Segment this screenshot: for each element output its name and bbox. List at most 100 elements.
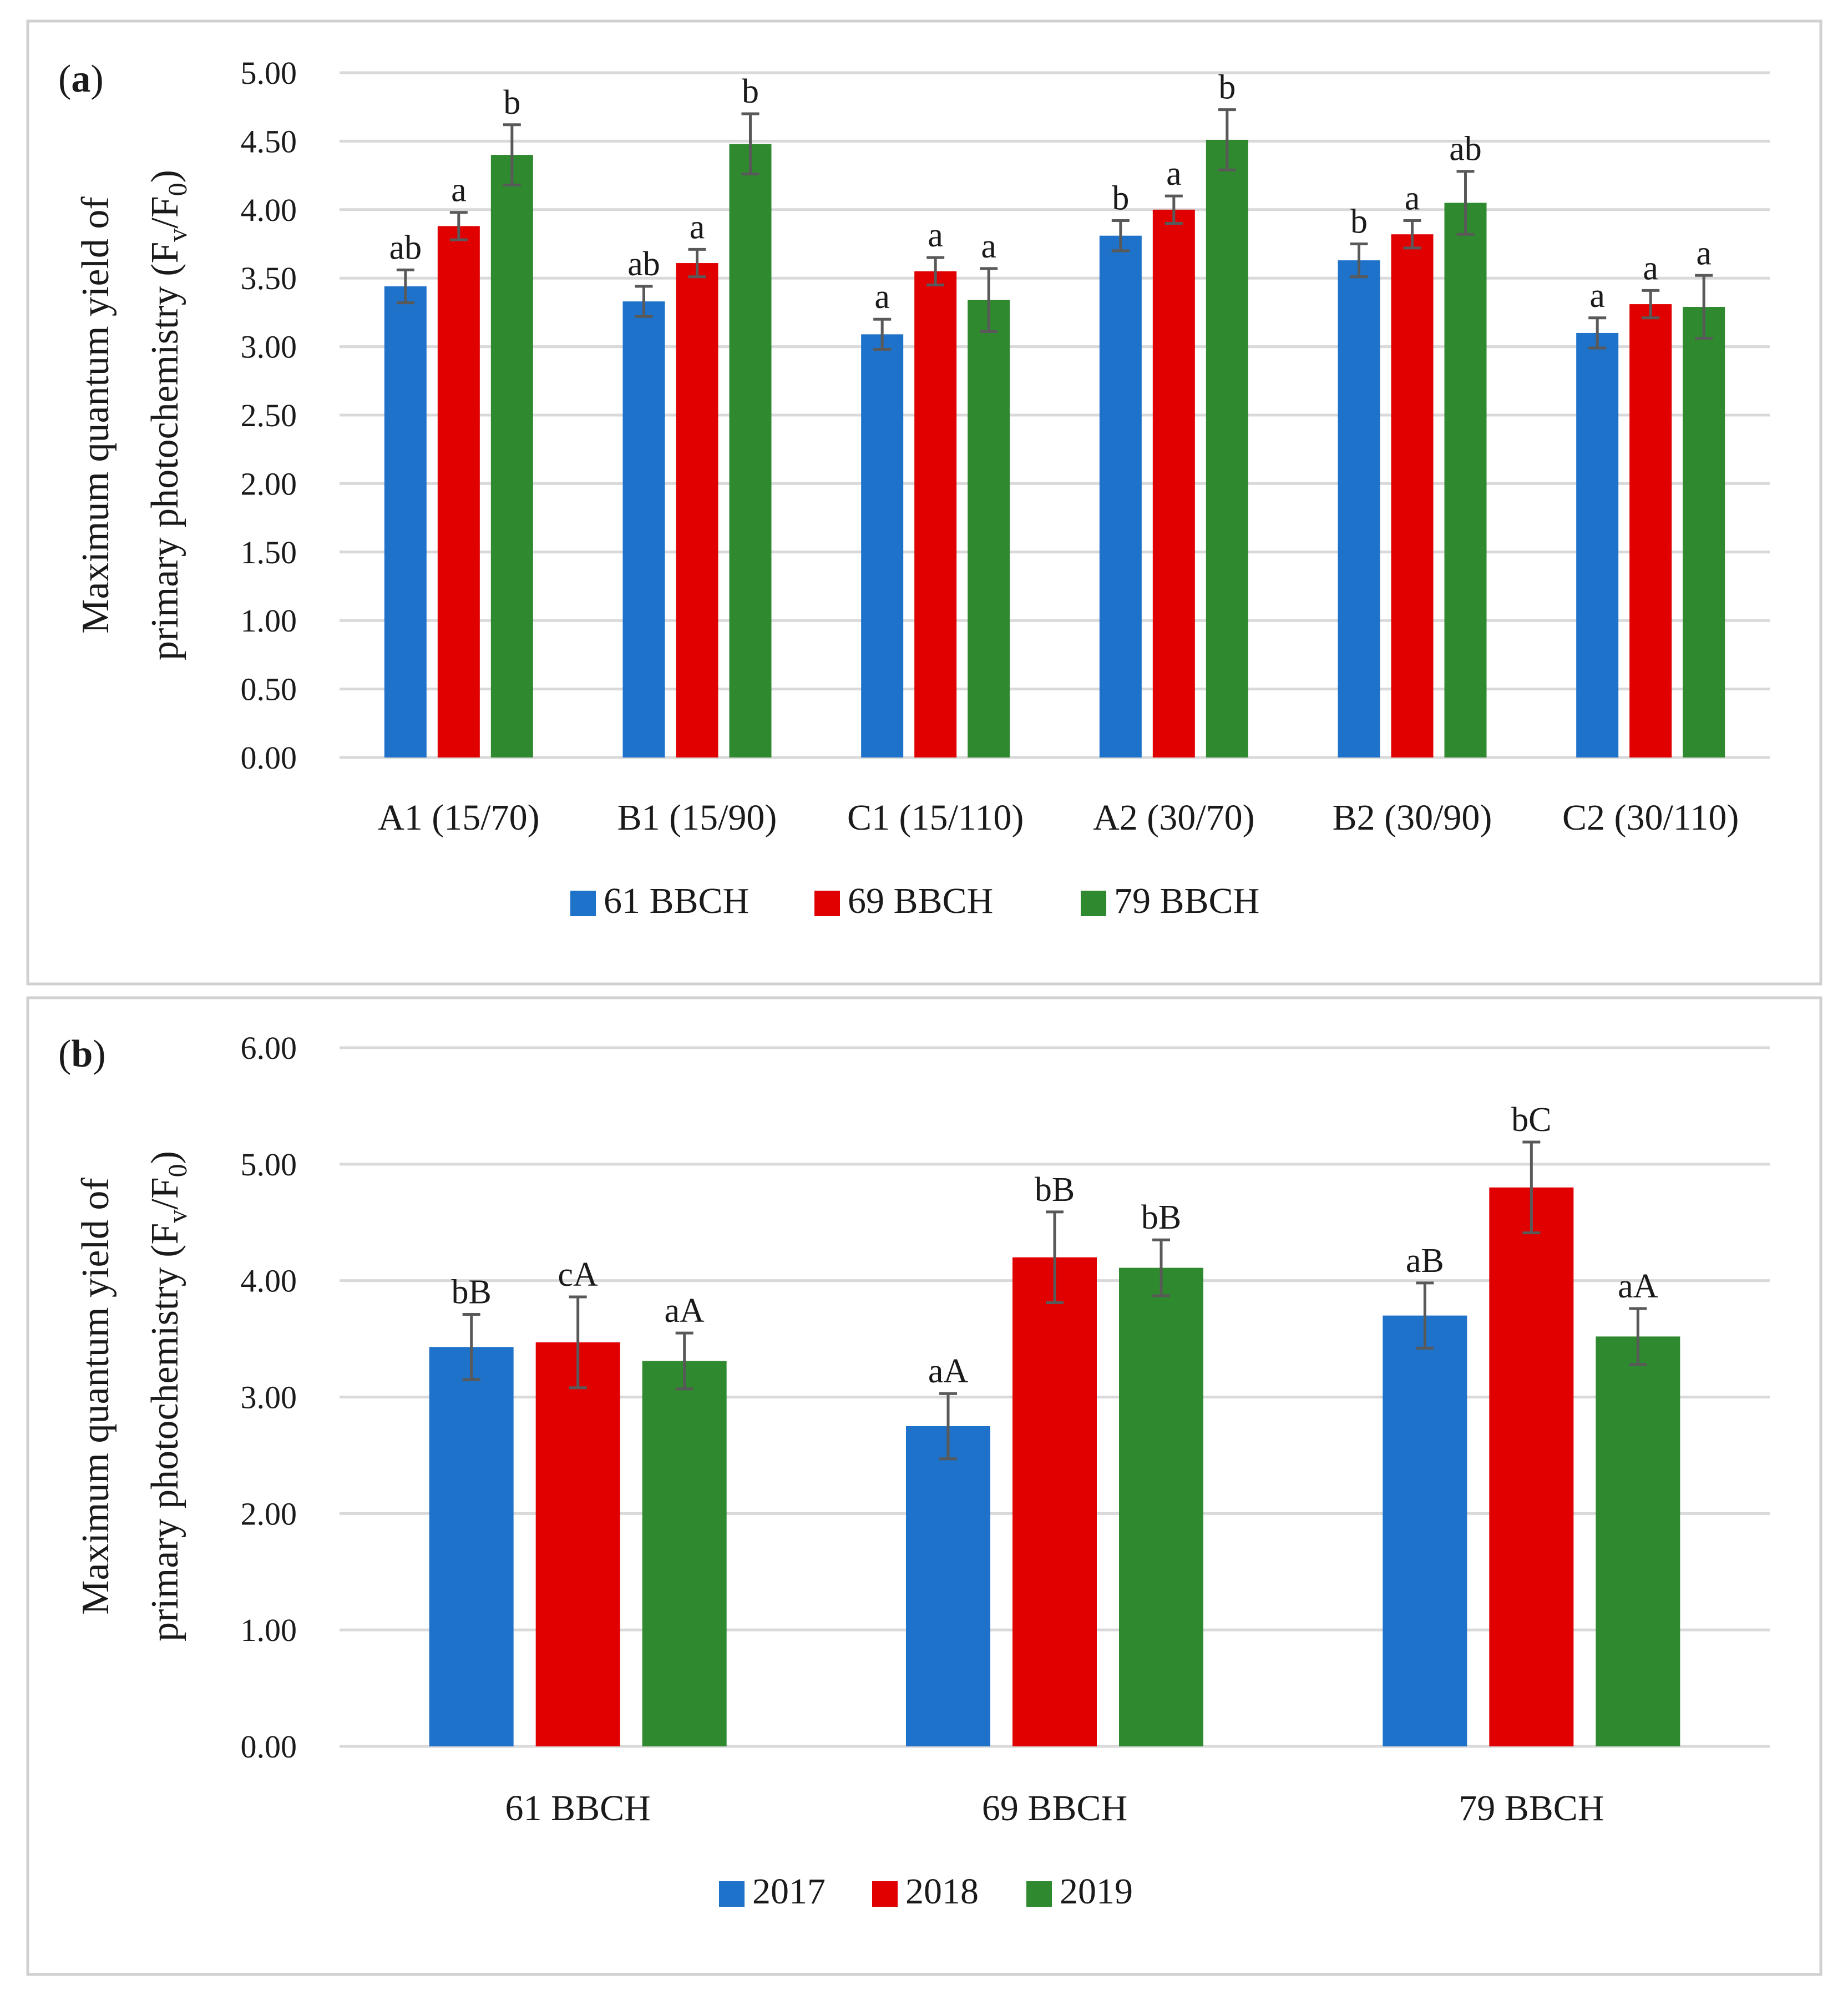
bar	[914, 271, 957, 757]
bar	[1683, 307, 1725, 757]
significance-label: bB	[1035, 1171, 1075, 1209]
bar	[1383, 1315, 1467, 1746]
bar	[1012, 1257, 1097, 1746]
significance-label: a	[928, 216, 943, 254]
significance-label: b	[1350, 203, 1368, 241]
legend-swatch	[570, 891, 596, 916]
y-tick-label: 3.00	[241, 329, 297, 365]
significance-label: ab	[627, 245, 660, 283]
y-axis-label-text: )	[144, 170, 186, 183]
panel-label-letter: b	[71, 1033, 93, 1075]
legend-swatch	[814, 891, 840, 916]
significance-label: a	[981, 228, 996, 265]
significance-label: aA	[1618, 1267, 1658, 1305]
bar	[1444, 203, 1487, 758]
significance-label: b	[1112, 180, 1129, 218]
bar	[676, 263, 718, 757]
significance-label: a	[1696, 234, 1712, 272]
legend-swatch	[872, 1881, 898, 1907]
significance-label: aA	[665, 1292, 705, 1330]
significance-label: ab	[1449, 130, 1482, 168]
significance-label: bC	[1511, 1101, 1551, 1139]
y-tick-label: 2.00	[241, 466, 297, 502]
bar	[622, 301, 665, 757]
bar	[642, 1361, 727, 1746]
panel-label: (b)	[58, 1033, 106, 1075]
panel-label-paren: )	[90, 58, 103, 100]
y-axis-label-subscript: v	[163, 1210, 193, 1223]
bar	[429, 1347, 514, 1746]
y-axis-label-text: )	[144, 1151, 186, 1164]
significance-label: a	[451, 171, 467, 209]
bar	[535, 1342, 620, 1746]
bar	[437, 226, 480, 757]
y-tick-label: 1.00	[241, 1612, 297, 1648]
bar	[1152, 209, 1195, 757]
y-tick-label: 1.50	[241, 534, 297, 570]
y-axis-label-subscript: v	[163, 229, 193, 242]
significance-label: a	[690, 208, 705, 246]
y-tick-label: 0.00	[241, 740, 297, 776]
y-axis-label-text: primary photochemistry (F	[144, 1223, 186, 1642]
y-tick-label: 0.00	[241, 1729, 297, 1765]
bar	[490, 155, 533, 758]
bar	[906, 1426, 990, 1746]
y-tick-label: 4.00	[241, 192, 297, 228]
bar	[1206, 139, 1248, 757]
y-axis-label-text: primary photochemistry (F	[144, 242, 186, 660]
significance-label: a	[1166, 155, 1182, 193]
bar	[1391, 234, 1434, 757]
x-category-label: B1 (15/90)	[617, 797, 777, 838]
significance-label: a	[874, 278, 890, 316]
panel-label-paren: )	[93, 1033, 105, 1075]
significance-label: aA	[928, 1352, 969, 1390]
significance-label: cA	[558, 1256, 599, 1294]
y-tick-label: 3.00	[241, 1380, 297, 1416]
significance-label: b	[1218, 69, 1236, 107]
bar	[1338, 260, 1380, 758]
legend-label: 69 BBCH	[848, 881, 993, 921]
legend-swatch	[1026, 1881, 1052, 1907]
x-category-label: A2 (30/70)	[1093, 797, 1254, 838]
y-axis-label-line2: primary photochemistry (Fv/F0)	[144, 170, 193, 660]
legend-label: 2018	[905, 1871, 979, 1912]
significance-label: b	[503, 84, 520, 122]
bar	[968, 300, 1010, 757]
bar	[1489, 1187, 1574, 1746]
panel-label-letter: a	[71, 58, 90, 100]
bar	[861, 334, 904, 757]
bar	[384, 286, 427, 757]
x-category-label: C1 (15/110)	[847, 797, 1024, 838]
y-axis-label-text: /F	[144, 1177, 186, 1209]
y-axis-label-line1: Maximum quantum yield of	[74, 1178, 117, 1615]
significance-label: b	[742, 73, 759, 110]
y-axis-label: Maximum quantum yield of primary photoche…	[74, 1151, 193, 1642]
panel-b-chart: 0.00 1.00 2.00 3.00 4.00 5.00 6.00 bB cA aA 61 BBC…	[58, 1030, 1770, 1912]
panel-label-paren: (	[58, 58, 71, 100]
panel-b-frame	[26, 996, 1822, 1976]
y-tick-label: 4.50	[241, 123, 297, 159]
x-category-label: 79 BBCH	[1459, 1788, 1604, 1829]
significance-label: aB	[1406, 1242, 1444, 1280]
y-tick-label: 4.00	[241, 1263, 297, 1299]
y-axis-label-line2: primary photochemistry (Fv/F0)	[144, 1151, 193, 1642]
y-tick-label: 1.00	[241, 603, 297, 639]
y-axis-label-line1: Maximum quantum yield of	[74, 196, 117, 634]
bar	[1629, 304, 1672, 757]
legend-label: 79 BBCH	[1114, 881, 1259, 921]
significance-label: a	[1405, 180, 1420, 218]
y-tick-label: 3.50	[241, 260, 297, 296]
bar	[1576, 332, 1619, 757]
y-tick-label: 2.50	[241, 397, 297, 433]
x-category-label: 61 BBCH	[505, 1788, 651, 1829]
x-category-label: A1 (15/70)	[378, 797, 539, 838]
legend-swatch	[1081, 891, 1106, 916]
y-tick-label: 6.00	[241, 1030, 297, 1066]
bar	[1119, 1267, 1203, 1746]
panel-a-frame	[26, 19, 1822, 986]
bar	[729, 144, 772, 758]
significance-label: a	[1643, 249, 1658, 287]
y-axis-label-subscript: 0	[163, 1164, 193, 1177]
y-axis-label-text: /F	[144, 196, 186, 228]
